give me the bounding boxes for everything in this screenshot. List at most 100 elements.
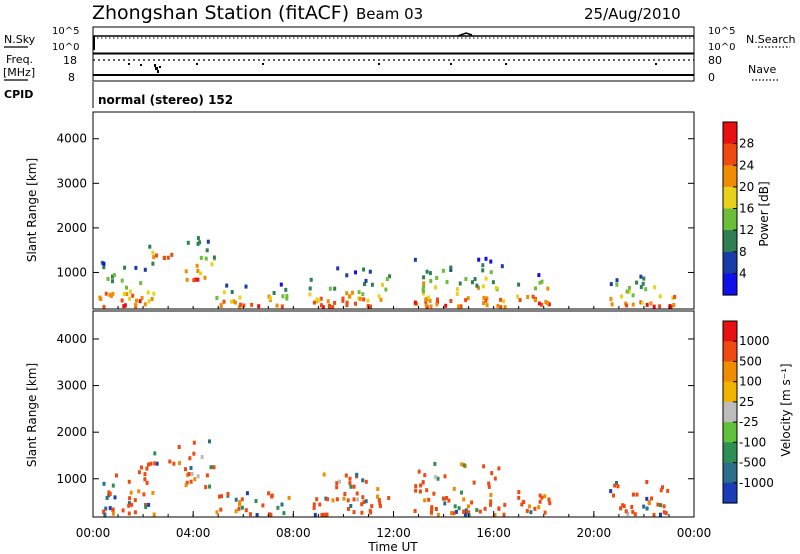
range-cell xyxy=(232,299,235,304)
freq-tick-top: 18 xyxy=(63,54,77,67)
range-cell xyxy=(500,264,504,269)
range-cell xyxy=(503,502,507,507)
range-cell xyxy=(429,304,433,309)
range-cell xyxy=(360,502,364,507)
range-cell xyxy=(200,455,204,459)
range-cell xyxy=(626,512,630,517)
range-cell xyxy=(368,508,372,513)
range-cell xyxy=(152,255,156,260)
range-cell xyxy=(464,277,468,281)
range-cell xyxy=(384,287,388,292)
time-x-ticks: 00:00 04:00 08:00 12:00 16:00 20:00 00:00 xyxy=(76,306,711,540)
range-cell xyxy=(540,495,544,500)
range-cell xyxy=(473,277,477,282)
range-cell xyxy=(452,486,456,491)
range-cell xyxy=(369,304,372,309)
power-y-ticks: 1000 2000 3000 4000 xyxy=(56,132,694,279)
range-cell xyxy=(421,480,425,485)
colorbar-swatch xyxy=(723,341,737,362)
range-cell xyxy=(133,510,137,515)
range-cell xyxy=(364,499,368,504)
range-cell xyxy=(338,479,341,484)
range-cell xyxy=(433,461,437,466)
range-cell xyxy=(482,301,486,306)
range-cell xyxy=(422,281,426,286)
range-cell xyxy=(142,492,146,497)
y-tick-label: 2000 xyxy=(56,425,87,439)
range-cell xyxy=(526,295,530,299)
range-cell xyxy=(423,498,427,503)
range-cell xyxy=(153,451,157,456)
range-cell xyxy=(151,261,155,266)
range-cell xyxy=(477,257,481,262)
range-cell xyxy=(192,451,196,456)
range-cell xyxy=(427,497,431,502)
y-tick-label: 2000 xyxy=(56,221,87,235)
range-cell xyxy=(280,502,284,507)
range-cell xyxy=(151,250,155,255)
range-cell xyxy=(195,263,199,268)
range-cell xyxy=(196,241,200,246)
range-cell xyxy=(487,484,491,489)
range-cell xyxy=(487,481,491,486)
range-cell xyxy=(362,267,366,272)
range-cell xyxy=(240,497,244,502)
colorbar-frame xyxy=(722,320,738,504)
range-cell xyxy=(537,301,541,306)
range-cell xyxy=(630,505,634,509)
range-cell xyxy=(662,504,666,509)
range-cell xyxy=(185,480,189,485)
range-cell xyxy=(615,282,619,287)
range-cell xyxy=(641,281,645,286)
cpid-label: CPID xyxy=(4,88,33,101)
power-y-label: Slant Range [km] xyxy=(25,158,39,262)
range-cell xyxy=(361,292,365,297)
range-cell xyxy=(489,493,493,497)
range-cell xyxy=(352,497,356,502)
range-cell xyxy=(610,302,614,307)
range-cell xyxy=(640,300,644,305)
range-cell xyxy=(622,504,626,509)
range-cell xyxy=(361,478,365,483)
range-cell xyxy=(490,471,494,476)
range-cell xyxy=(653,285,657,290)
range-cell xyxy=(275,303,279,308)
range-cell xyxy=(462,497,466,502)
range-cell xyxy=(199,271,202,276)
range-cell xyxy=(377,498,381,502)
range-cell xyxy=(652,304,656,309)
range-cell xyxy=(388,274,392,279)
nave-tick-top: 80 xyxy=(708,54,722,67)
range-cell xyxy=(184,269,188,274)
range-cell xyxy=(215,510,219,515)
range-cell xyxy=(483,506,487,511)
colorbar-swatch xyxy=(723,251,737,274)
range-cell xyxy=(633,512,637,517)
range-cell xyxy=(436,297,439,302)
range-cell xyxy=(645,302,649,307)
range-cell xyxy=(352,484,356,489)
colorbar-swatch xyxy=(723,230,737,253)
colorbar-tick-label: -1000 xyxy=(739,476,774,490)
range-cell xyxy=(436,476,440,481)
range-cell xyxy=(149,461,153,466)
range-cell xyxy=(170,252,174,257)
range-cell xyxy=(345,291,349,296)
range-cell xyxy=(649,301,653,306)
nsky-tick-top: 10^5 xyxy=(52,26,79,37)
colorbar-tick-label: 12 xyxy=(739,223,754,237)
colorbar-tick-label: -500 xyxy=(739,456,766,470)
range-cell xyxy=(668,304,672,308)
range-cell xyxy=(178,461,181,466)
range-cell xyxy=(137,470,141,475)
range-cell xyxy=(625,303,629,308)
range-cell xyxy=(525,509,529,513)
freq-label-1: Freq. xyxy=(6,53,33,66)
range-cell xyxy=(421,291,425,296)
x-tick-label: 12:00 xyxy=(376,526,411,540)
range-cell xyxy=(147,502,151,507)
range-cell xyxy=(326,497,329,502)
range-cell xyxy=(189,479,193,484)
range-cell xyxy=(434,475,437,480)
range-cell xyxy=(356,497,360,502)
